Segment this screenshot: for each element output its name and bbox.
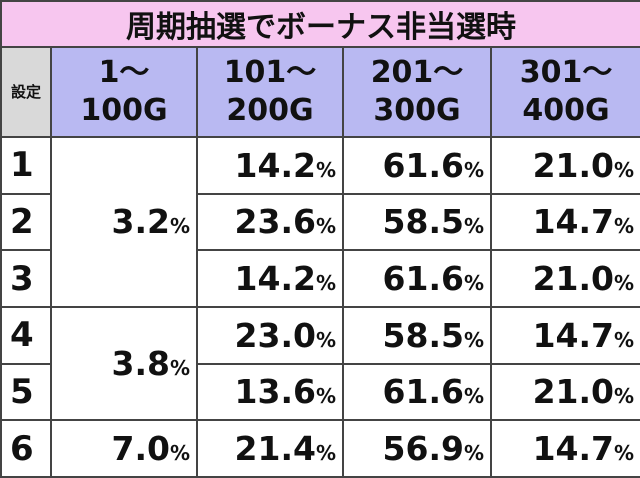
value-cell: 14.7% — [489, 419, 640, 478]
table-title: 周期抽選でボーナス非当選時 — [0, 0, 640, 48]
value-cell: 7.0% — [50, 419, 198, 478]
value-cell: 56.9% — [342, 419, 492, 478]
header-cell: 101～ 200G — [196, 46, 344, 138]
setting: 6 — [0, 419, 52, 478]
setting: 1 — [0, 136, 52, 195]
header-cell: 301～ 400G — [489, 46, 640, 138]
header-cell: 1～ 100G — [50, 46, 198, 138]
value-cell: 61.6% — [342, 136, 492, 195]
header-cell: 201～ 300G — [342, 46, 492, 138]
header-cell: 設定 — [0, 46, 52, 138]
value-cell: 14.7% — [489, 192, 640, 252]
value-cell: 58.5% — [342, 192, 492, 252]
value-cell: 13.6% — [196, 362, 344, 422]
value-cell: 3.2% — [50, 136, 198, 308]
value-cell: 3.8% — [50, 305, 198, 422]
value-cell: 58.5% — [342, 305, 492, 365]
value-cell: 21.0% — [489, 249, 640, 308]
value-cell: 14.7% — [489, 305, 640, 365]
value-cell: 61.6% — [342, 362, 492, 422]
value-cell: 14.2% — [196, 249, 344, 308]
setting: 3 — [0, 249, 52, 308]
setting: 5 — [0, 362, 52, 422]
value-cell: 21.4% — [196, 419, 344, 478]
value-cell: 61.6% — [342, 249, 492, 308]
value-cell: 14.2% — [196, 136, 344, 195]
value-cell: 23.0% — [196, 305, 344, 365]
value-cell: 23.6% — [196, 192, 344, 252]
setting: 2 — [0, 192, 52, 252]
value-cell: 21.0% — [489, 362, 640, 422]
value-cell: 21.0% — [489, 136, 640, 195]
setting: 4 — [0, 305, 52, 365]
